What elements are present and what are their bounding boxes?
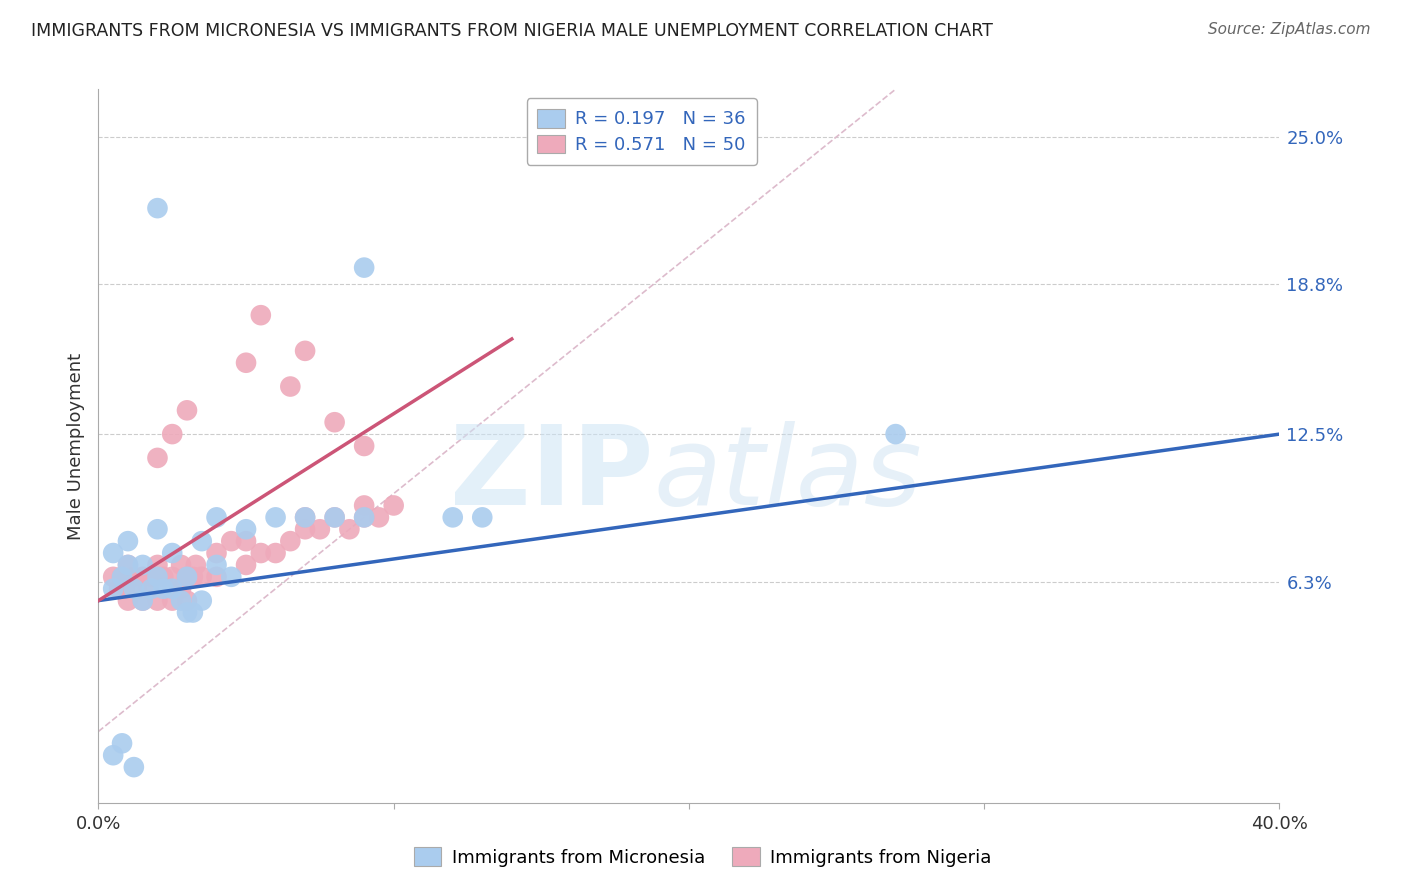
- Point: [176, 570, 198, 584]
- Point: [191, 593, 214, 607]
- Point: [181, 570, 204, 584]
- Point: [176, 403, 198, 417]
- Point: [205, 558, 228, 572]
- Point: [146, 450, 169, 465]
- Point: [441, 510, 464, 524]
- Text: ZIP: ZIP: [450, 421, 654, 528]
- Point: [205, 570, 228, 584]
- Y-axis label: Male Unemployment: Male Unemployment: [66, 352, 84, 540]
- Point: [122, 582, 145, 596]
- Text: Source: ZipAtlas.com: Source: ZipAtlas.com: [1208, 22, 1371, 37]
- Point: [294, 343, 316, 358]
- Point: [323, 510, 346, 524]
- Legend: Immigrants from Micronesia, Immigrants from Nigeria: Immigrants from Micronesia, Immigrants f…: [406, 840, 1000, 874]
- Point: [111, 570, 134, 584]
- Point: [176, 570, 198, 584]
- Point: [235, 522, 257, 536]
- Point: [280, 534, 302, 549]
- Point: [162, 570, 183, 584]
- Point: [146, 201, 169, 215]
- Point: [103, 582, 125, 596]
- Point: [323, 415, 346, 429]
- Point: [108, 582, 131, 596]
- Point: [191, 570, 214, 584]
- Point: [184, 558, 207, 572]
- Point: [141, 570, 163, 584]
- Text: IMMIGRANTS FROM MICRONESIA VS IMMIGRANTS FROM NIGERIA MALE UNEMPLOYMENT CORRELAT: IMMIGRANTS FROM MICRONESIA VS IMMIGRANTS…: [31, 22, 993, 40]
- Point: [146, 522, 169, 536]
- Point: [132, 593, 155, 607]
- Point: [353, 439, 375, 453]
- Point: [368, 510, 391, 524]
- Point: [152, 570, 174, 584]
- Point: [125, 582, 148, 596]
- Point: [114, 582, 136, 596]
- Point: [117, 534, 139, 549]
- Point: [170, 558, 193, 572]
- Point: [235, 558, 257, 572]
- Point: [132, 570, 155, 584]
- Point: [103, 748, 125, 763]
- Point: [141, 582, 163, 596]
- Point: [162, 582, 183, 596]
- Point: [146, 570, 169, 584]
- Point: [205, 510, 228, 524]
- Point: [221, 534, 243, 549]
- Point: [103, 546, 125, 560]
- Point: [353, 510, 375, 524]
- Point: [162, 593, 183, 607]
- Point: [111, 736, 134, 750]
- Point: [162, 427, 183, 442]
- Point: [117, 593, 139, 607]
- Point: [471, 510, 494, 524]
- Point: [170, 582, 193, 596]
- Point: [122, 570, 145, 584]
- Point: [323, 510, 346, 524]
- Point: [205, 546, 228, 560]
- Point: [339, 522, 361, 536]
- Point: [264, 510, 287, 524]
- Point: [111, 570, 134, 584]
- Point: [117, 558, 139, 572]
- Point: [353, 260, 375, 275]
- Point: [181, 606, 204, 620]
- Point: [353, 499, 375, 513]
- Point: [132, 558, 155, 572]
- Text: atlas: atlas: [654, 421, 922, 528]
- Point: [152, 582, 174, 596]
- Legend: R = 0.197   N = 36, R = 0.571   N = 50: R = 0.197 N = 36, R = 0.571 N = 50: [527, 98, 756, 165]
- Point: [353, 510, 375, 524]
- Point: [138, 582, 160, 596]
- Point: [176, 593, 198, 607]
- Point: [250, 308, 273, 322]
- Point: [294, 522, 316, 536]
- Point: [132, 593, 155, 607]
- Point: [264, 546, 287, 560]
- Point: [235, 534, 257, 549]
- Point: [235, 356, 257, 370]
- Point: [250, 546, 273, 560]
- Point: [146, 558, 169, 572]
- Point: [117, 558, 139, 572]
- Point: [146, 593, 169, 607]
- Point: [221, 570, 243, 584]
- Point: [162, 546, 183, 560]
- Point: [294, 510, 316, 524]
- Point: [294, 510, 316, 524]
- Point: [884, 427, 907, 442]
- Point: [122, 760, 145, 774]
- Point: [176, 606, 198, 620]
- Point: [103, 570, 125, 584]
- Point: [382, 499, 405, 513]
- Point: [280, 379, 302, 393]
- Point: [309, 522, 332, 536]
- Point: [191, 534, 214, 549]
- Point: [170, 593, 193, 607]
